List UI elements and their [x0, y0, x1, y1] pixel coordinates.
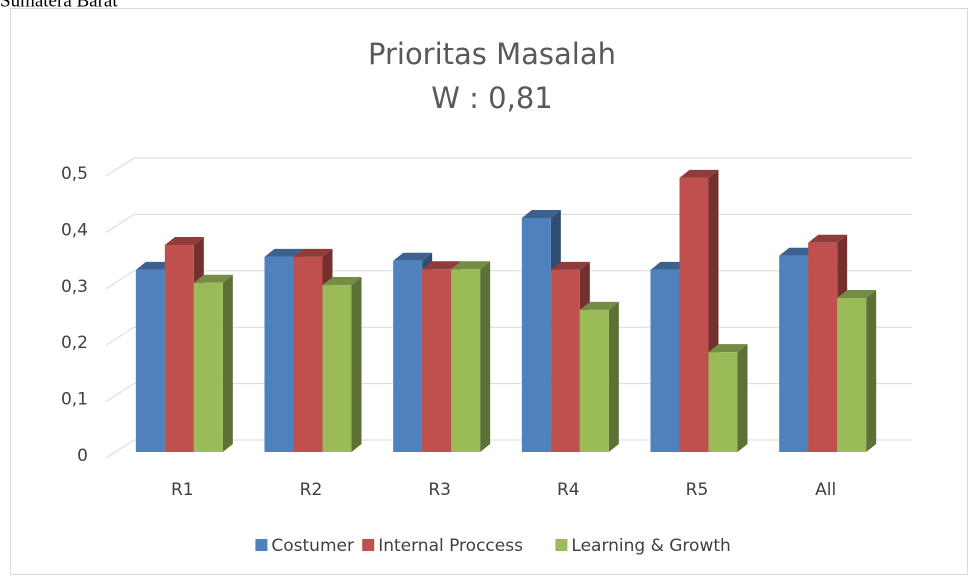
bar-top [521, 209, 561, 218]
bar [837, 298, 867, 452]
x-tick-label: All [815, 480, 836, 500]
y-tick-label: 0,3 [61, 277, 88, 297]
bar [264, 256, 294, 452]
y-tick-label: 0,2 [61, 333, 88, 353]
bar-side [351, 277, 362, 452]
x-tick-label: R1 [171, 480, 194, 500]
x-tick-label: R3 [428, 480, 451, 500]
bar-top [393, 252, 433, 261]
bar-top [422, 261, 462, 270]
bar-side [866, 290, 877, 452]
legend-swatch [255, 539, 268, 551]
legend-label: Costumer [271, 536, 354, 556]
bar-side [480, 261, 491, 452]
bar-top [451, 261, 491, 270]
grid-line [105, 213, 135, 233]
legend-swatch [555, 539, 568, 551]
y-tick-label: 0,5 [61, 164, 88, 184]
bar-top [679, 169, 719, 178]
grid-line [105, 383, 135, 403]
y-tick-label: 0,1 [61, 390, 88, 410]
chart-title: Prioritas Masalah [368, 37, 616, 71]
bar-top [264, 248, 304, 257]
bar [193, 282, 223, 452]
grid-line [105, 270, 135, 290]
bar [164, 245, 194, 452]
bar-side [737, 344, 748, 452]
bar [293, 256, 323, 452]
bar [393, 260, 423, 452]
page-caption: Sumatera Barat [0, 0, 118, 11]
legend-swatch [362, 539, 375, 551]
bar [135, 269, 165, 452]
y-tick-label: 0 [77, 446, 88, 466]
bar-top [322, 277, 362, 286]
bar-top [808, 234, 848, 243]
bar [550, 269, 580, 452]
bar-top [550, 261, 590, 270]
bar [650, 269, 680, 452]
bar [808, 242, 838, 452]
bar-side [608, 301, 619, 452]
bar-top [293, 248, 333, 257]
grid-line [105, 326, 135, 346]
x-tick-label: R2 [300, 480, 323, 500]
chart-subtitle: W : 0,81 [431, 81, 552, 115]
chart-border [10, 8, 968, 575]
bar [679, 177, 709, 452]
bar-top [708, 344, 748, 353]
grid-line [105, 439, 135, 459]
bar [322, 285, 352, 452]
bar [579, 309, 609, 452]
bar-top [579, 301, 619, 310]
bar [521, 217, 551, 452]
bar [422, 269, 452, 452]
bar [451, 269, 481, 452]
bar [779, 255, 809, 452]
legend-label: Learning & Growth [571, 536, 730, 556]
bar-top [164, 237, 204, 246]
y-tick-label: 0,4 [61, 220, 88, 240]
bar-top [193, 274, 233, 283]
legend-label: Internal Proccess [378, 536, 523, 556]
bar-side [222, 274, 233, 452]
bar-top [837, 290, 877, 299]
grid-line [105, 157, 135, 177]
bar [708, 352, 738, 452]
x-tick-label: R4 [557, 480, 580, 500]
x-tick-label: R5 [686, 480, 709, 500]
